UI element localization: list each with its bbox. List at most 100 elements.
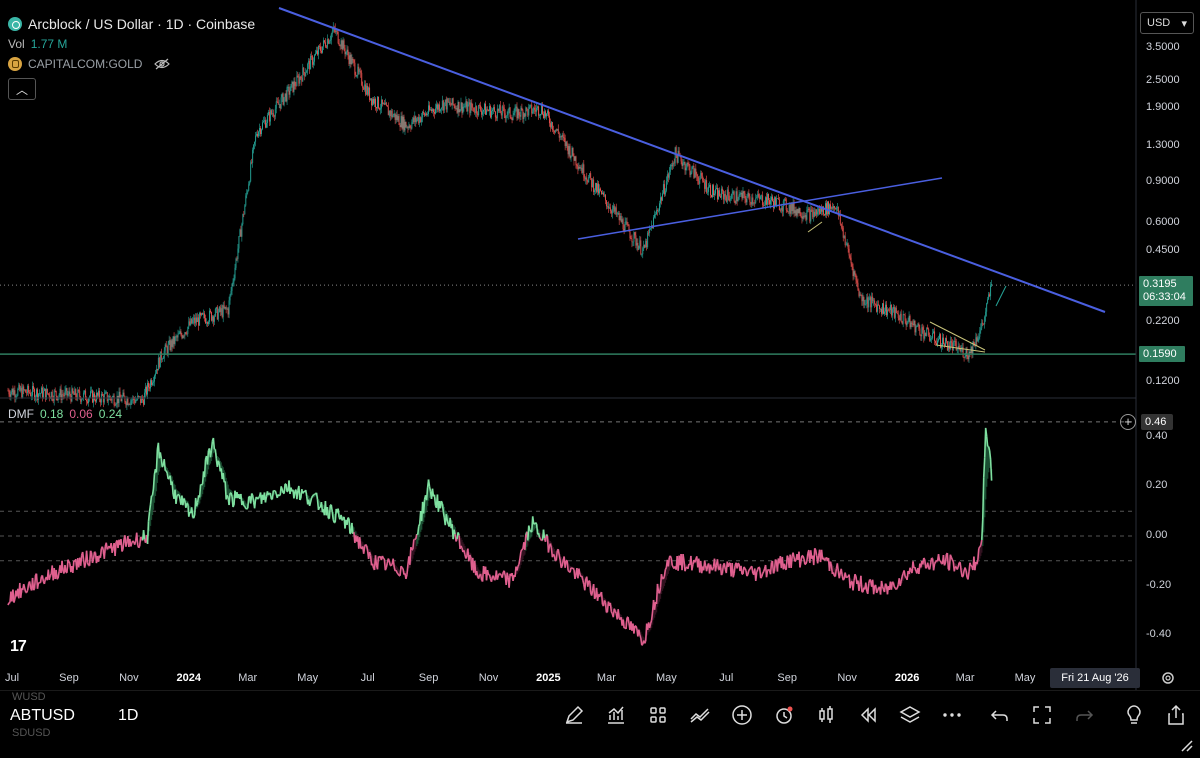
chart-legend: Arcblock / US Dollar · 1D · Coinbase Vol… (8, 14, 255, 74)
currency-select[interactable]: USD ▾ (1140, 12, 1194, 34)
dmf-line-segment (26, 583, 30, 591)
candle-body (237, 248, 239, 259)
gear-icon[interactable] (1160, 670, 1176, 686)
dmf-line-segment (308, 501, 312, 507)
candle-body (771, 196, 772, 201)
candle-body (381, 99, 383, 105)
symbol-title[interactable]: Arcblock / US Dollar · 1D · Coinbase (28, 16, 256, 32)
candle-body (542, 105, 543, 115)
candle-body (550, 122, 552, 128)
candle-body (149, 387, 150, 389)
candle-body (636, 242, 638, 246)
plus-circle-icon[interactable]: + (1120, 414, 1136, 430)
candle-body (930, 338, 932, 341)
candle-body (345, 51, 347, 55)
price-tick-label: 0.6000 (1146, 215, 1180, 228)
candle-body (850, 257, 852, 264)
candle-body (574, 156, 576, 161)
candle-body (534, 107, 536, 110)
redo-icon[interactable] (1072, 703, 1096, 727)
dmf-line-segment (732, 573, 735, 578)
candle-body (837, 207, 839, 216)
dmf-line-segment (88, 550, 92, 566)
candle-body (205, 318, 206, 324)
candle-body (954, 341, 956, 342)
dmf-line-segment (371, 563, 375, 569)
candle-body (413, 117, 415, 123)
candle-body (644, 244, 646, 248)
pencil-icon[interactable] (562, 703, 586, 727)
dmf-line-segment (277, 494, 280, 497)
candle-body (797, 209, 799, 214)
candle-body (949, 340, 951, 350)
candle-body (421, 117, 423, 123)
candle-body (164, 344, 166, 351)
candle-body (516, 106, 518, 119)
candle-body (874, 300, 876, 304)
candle-body (361, 72, 363, 85)
candle-body (419, 117, 421, 124)
candle-body (337, 31, 339, 44)
dmf-line-segment (985, 436, 989, 447)
symbol-button[interactable]: ABTUSD (10, 707, 75, 724)
candle-body (105, 392, 107, 393)
indicators-chart-icon[interactable] (604, 703, 628, 727)
dmf-line-segment (61, 560, 64, 572)
candle-type-icon[interactable] (814, 703, 838, 727)
dmf-line-segment (881, 585, 885, 590)
candle-body (973, 341, 975, 346)
candle-body (9, 394, 11, 397)
candle-body (529, 105, 531, 107)
replay-rewind-icon[interactable] (856, 703, 880, 727)
candle-body (102, 395, 104, 403)
undo-icon[interactable] (988, 703, 1012, 727)
add-circle-icon[interactable] (730, 703, 754, 727)
candle-body (972, 341, 974, 354)
grid-layout-icon[interactable] (646, 703, 670, 727)
candle-body (978, 336, 980, 339)
dmf-line-segment (149, 495, 153, 505)
collapse-legend-button[interactable]: ︿ (8, 78, 36, 100)
candle-body (563, 136, 565, 139)
candle-body (582, 164, 584, 174)
candle-body (678, 150, 680, 156)
alarm-clock-icon[interactable] (772, 703, 796, 727)
compare-symbol[interactable]: CAPITALCOM:GOLD (28, 57, 143, 71)
candle-body (634, 232, 636, 236)
layers-icon[interactable] (898, 703, 922, 727)
chart-canvas[interactable] (0, 0, 1200, 690)
fullscreen-icon[interactable] (1030, 703, 1054, 727)
compare-lines-icon[interactable] (688, 703, 712, 727)
candle-body (662, 184, 664, 194)
interval-button[interactable]: 1D (118, 707, 139, 724)
candle-body (556, 128, 558, 131)
dmf-line-segment (57, 571, 60, 579)
candle-body (259, 128, 260, 132)
candle-body (371, 98, 373, 106)
lightbulb-icon[interactable] (1122, 703, 1146, 727)
candle-body (558, 133, 560, 138)
candle-body (814, 211, 816, 216)
candle-body (23, 386, 25, 391)
dmf-legend[interactable]: DMF 0.18 0.06 0.24 (8, 407, 122, 421)
candle-body (290, 83, 292, 91)
dmf-line-segment (662, 576, 666, 580)
dmf-line-segment (160, 458, 164, 468)
candle-body (375, 98, 376, 108)
dmf-line-segment (535, 524, 539, 535)
candle-body (882, 303, 883, 314)
more-options-icon[interactable] (940, 703, 964, 727)
dmf-line-segment (561, 560, 564, 567)
dmf-line-segment (31, 577, 35, 591)
resize-handle-icon[interactable] (1180, 739, 1194, 753)
eye-hidden-icon[interactable] (154, 58, 171, 70)
share-icon[interactable] (1164, 703, 1188, 727)
candle-body (849, 255, 851, 258)
dmf-line-segment (564, 560, 567, 568)
candle-body (145, 386, 147, 393)
candle-body (423, 111, 425, 114)
candle-body (286, 87, 288, 102)
dmf-line-segment (814, 547, 817, 551)
candle-body (560, 136, 562, 138)
dmf-line-segment (590, 590, 594, 596)
